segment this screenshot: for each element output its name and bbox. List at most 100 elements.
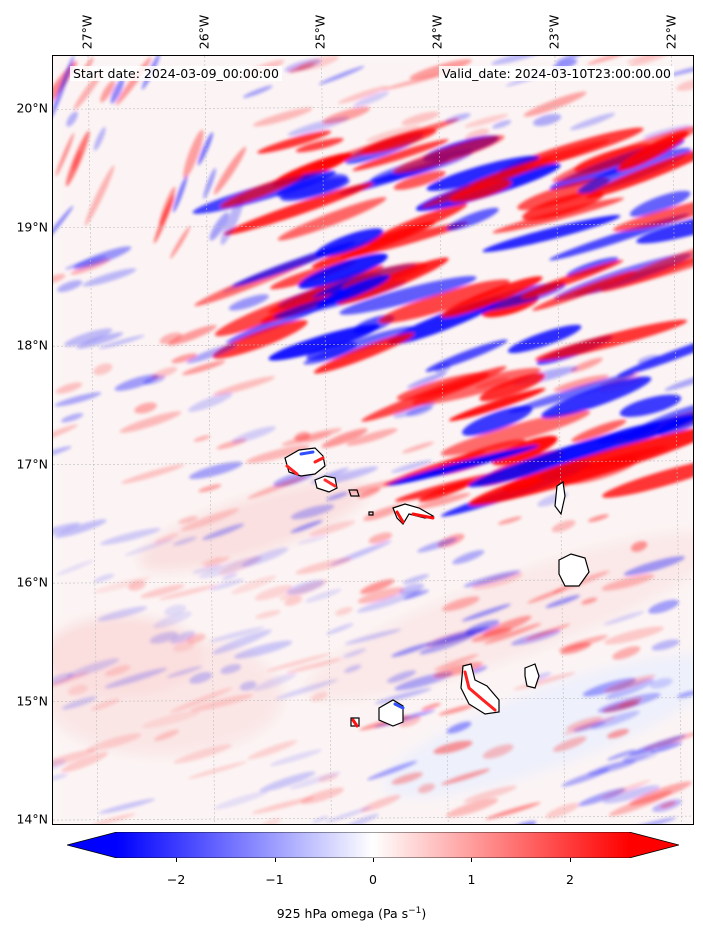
colorbar-tick-label: −1 xyxy=(265,872,284,887)
omega-streak xyxy=(637,355,660,364)
omega-streak xyxy=(581,597,598,605)
omega-streak xyxy=(104,665,131,677)
omega-streak xyxy=(626,56,662,63)
omega-streak xyxy=(433,654,479,671)
omega-streak xyxy=(602,785,660,804)
omega-streak xyxy=(123,538,174,557)
omega-streak xyxy=(357,587,404,604)
omega-streak xyxy=(251,796,315,814)
parallel-gridline xyxy=(53,105,693,110)
omega-streak xyxy=(677,690,693,698)
omega-streak xyxy=(648,599,680,614)
colorbar-extend-max xyxy=(629,832,679,858)
omega-streak xyxy=(93,573,115,583)
omega-streak xyxy=(636,210,693,244)
omega-streak xyxy=(57,280,83,293)
omega-streak xyxy=(189,672,213,684)
omega-streak xyxy=(212,629,272,655)
omega-streak xyxy=(425,626,490,646)
omega-streak xyxy=(93,363,113,376)
omega-streak xyxy=(441,768,491,785)
parallel-gridline xyxy=(53,578,693,584)
omega-streak xyxy=(366,203,468,246)
omega-streak xyxy=(623,556,685,576)
omega-streak xyxy=(231,241,356,287)
omega-streak xyxy=(325,623,354,635)
omega-streak xyxy=(167,325,217,346)
island-santo-antao xyxy=(284,447,326,477)
map-panel xyxy=(52,55,694,825)
omega-streak xyxy=(616,329,693,377)
omega-streak xyxy=(591,710,640,730)
omega-streak xyxy=(247,740,298,760)
omega-streak xyxy=(440,276,543,318)
omega-streak xyxy=(203,167,216,199)
island-boa-vista xyxy=(558,553,590,587)
longitude-label: 24°W xyxy=(429,14,445,50)
omega-streak xyxy=(280,177,350,202)
omega-streak xyxy=(433,740,473,754)
omega-streak xyxy=(298,253,388,289)
omega-streak xyxy=(339,221,469,259)
meridian-gridline xyxy=(671,56,682,824)
omega-streak xyxy=(104,667,167,689)
omega-streak xyxy=(209,578,245,591)
omega-streak xyxy=(311,815,329,824)
omega-streak xyxy=(220,173,304,208)
colorbar-tick-label: −2 xyxy=(166,872,186,887)
longitude-label: 25°W xyxy=(312,14,328,50)
omega-streak xyxy=(55,382,83,394)
omega-streak xyxy=(402,574,430,584)
omega-streak xyxy=(545,802,580,819)
omega-streak xyxy=(605,678,655,700)
omega-streak xyxy=(649,678,673,689)
omega-streak xyxy=(571,419,627,443)
omega-streak xyxy=(297,535,328,545)
omega-streak xyxy=(173,744,232,764)
omega-streak xyxy=(197,132,214,166)
omega-streak xyxy=(353,91,389,108)
omega-streak xyxy=(189,461,243,480)
omega-streak xyxy=(525,623,571,641)
start-date-label: Start date: 2024-03-09_00:00:00 xyxy=(70,66,282,81)
omega-streak xyxy=(464,113,509,128)
island-sal xyxy=(554,480,566,516)
omega-streak xyxy=(508,373,636,414)
longitude-label: 26°W xyxy=(196,14,212,50)
omega-streak xyxy=(643,124,691,139)
omega-streak xyxy=(482,744,514,759)
omega-streak xyxy=(532,113,562,127)
omega-streak xyxy=(295,557,352,575)
omega-streak xyxy=(391,772,423,785)
omega-streak xyxy=(446,207,499,231)
colorbar-extend-min xyxy=(67,832,117,858)
omega-streak xyxy=(180,508,240,531)
omega-streak xyxy=(186,343,237,364)
meridian-gridline xyxy=(204,56,216,824)
omega-streak xyxy=(484,623,542,645)
omega-streak xyxy=(348,479,398,494)
colorbar-gradient xyxy=(117,832,629,858)
omega-streak xyxy=(325,806,372,823)
ascent-band xyxy=(468,426,693,506)
parallel-gridline xyxy=(53,815,693,821)
omega-streak xyxy=(231,426,276,443)
omega-streak xyxy=(629,190,691,217)
omega-streak xyxy=(209,626,265,642)
omega-streak xyxy=(335,606,353,616)
omega-streak xyxy=(628,56,673,67)
omega-streak xyxy=(438,704,475,716)
colorbar-label: 925 hPa omega (Pa s−1) xyxy=(276,906,427,922)
omega-streak xyxy=(628,734,686,756)
omega-streak xyxy=(114,374,159,391)
omega-streak xyxy=(245,444,310,464)
omega-streak xyxy=(378,279,510,324)
omega-streak xyxy=(154,533,179,544)
omega-streak xyxy=(53,273,66,284)
longitude-label: 22°W xyxy=(663,14,679,50)
omega-streak xyxy=(170,631,196,644)
latitude-label: 16°N xyxy=(16,574,48,590)
omega-streak xyxy=(318,773,339,783)
omega-field-map xyxy=(53,56,693,824)
omega-streak xyxy=(286,579,325,595)
